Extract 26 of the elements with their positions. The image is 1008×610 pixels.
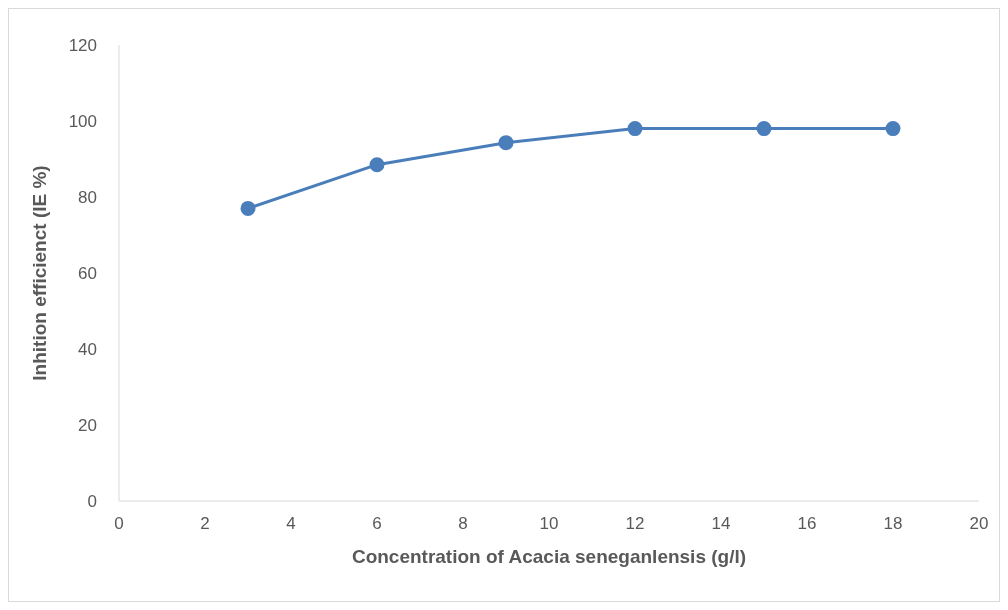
x-tick-label: 14 xyxy=(711,514,731,534)
point xyxy=(885,121,901,137)
x-tick-label: 12 xyxy=(625,514,645,534)
x-tick-label: 20 xyxy=(969,514,989,534)
point xyxy=(756,121,772,137)
y-tick-label: 80 xyxy=(78,188,97,208)
y-tick-label: 60 xyxy=(78,264,97,284)
x-tick-label: 18 xyxy=(883,514,903,534)
point xyxy=(369,157,385,173)
y-tick-label: 100 xyxy=(68,112,97,132)
x-tick-label: 16 xyxy=(797,514,817,534)
y-tick-label: 0 xyxy=(87,492,97,512)
x-tick-label: 10 xyxy=(539,514,559,534)
point xyxy=(627,121,643,137)
y-tick-label: 40 xyxy=(78,340,97,360)
x-tick-label: 6 xyxy=(372,514,382,534)
x-axis-title: Concentration of Acacia seneganlensis (g/l) xyxy=(351,546,747,567)
x-tick-label: 0 xyxy=(114,514,124,534)
x-tick-label: 8 xyxy=(458,514,468,534)
y-tick-label: 120 xyxy=(68,36,97,56)
x-tick-label: 4 xyxy=(286,514,296,534)
y-axis-title: Inhition efficienct (IE %) xyxy=(28,165,50,381)
point xyxy=(240,200,256,216)
y-tick-label: 20 xyxy=(78,416,97,436)
point xyxy=(498,135,514,151)
x-tick-label: 2 xyxy=(200,514,210,534)
